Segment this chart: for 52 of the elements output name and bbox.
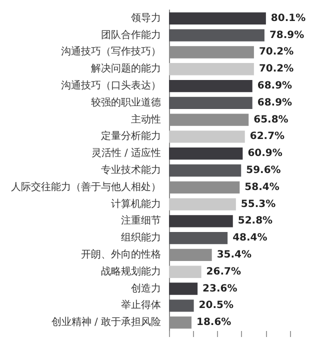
data-label: 70.2% [258,46,294,58]
data-label: 60.9% [248,148,282,160]
y-tick-label: 组织能力 [121,232,161,244]
data-label: 18.6% [196,317,232,328]
bar [169,164,242,177]
data-label: 58.4% [244,182,280,193]
y-tick-label: 沟通技巧（口头表达） [61,80,161,92]
bar [169,198,236,210]
y-tick-label: 沟通技巧（写作技巧） [61,46,161,58]
data-label: 70.2% [258,64,294,75]
bar [169,300,194,312]
data-label: 52.8% [238,216,273,227]
bar [169,232,228,244]
data-label: 23.6% [202,283,238,294]
y-tick-label: 创业精神 / 敢于承担风险 [51,316,161,328]
y-tick-label: 注重细节 [121,214,161,227]
bar [169,215,233,228]
bar [169,12,266,25]
y-tick-label: 团队合作能力 [101,28,161,41]
y-tick-label: 解决问题的能力 [91,62,161,75]
data-label: 59.6% [246,165,281,176]
y-tick-label: 计算机能力 [111,198,161,210]
data-label: 65.8% [254,114,288,126]
bar [169,266,202,278]
data-label: 48.4% [232,232,268,244]
y-tick-label: 主动性 [131,113,161,126]
bar [169,29,264,42]
bar [169,63,254,76]
y-tick-label: 创造力 [131,282,161,294]
bar [169,130,245,143]
y-tick-label: 举止得体 [121,299,161,312]
bar [169,96,252,110]
data-label: 26.7% [206,266,242,278]
y-tick-label: 开朗、外向的性格 [81,248,161,260]
y-tick-label: 较强的职业道德 [91,96,161,108]
data-label: 20.5% [198,300,234,312]
y-tick-label: 灵活性 / 适应性 [91,147,161,160]
y-tick-label: 人际交往能力（善于与他人相处） [11,180,161,193]
bar [169,80,252,92]
y-tick-label: 定量分析能力 [101,130,161,142]
bar [169,282,198,295]
y-tick-label: 领导力 [131,12,161,24]
data-label: 80.1% [270,12,306,24]
data-label: 55.3% [240,198,276,210]
y-tick-label: 专业技术能力 [101,164,161,176]
data-label: 62.7% [250,131,285,142]
data-label: 35.4% [216,249,252,260]
data-label: 68.9% [257,80,292,92]
y-tick-label: 战略规划能力 [101,265,161,278]
bar [169,148,243,160]
data-label: 68.9% [257,97,292,108]
data-label: 78.9% [269,30,304,41]
